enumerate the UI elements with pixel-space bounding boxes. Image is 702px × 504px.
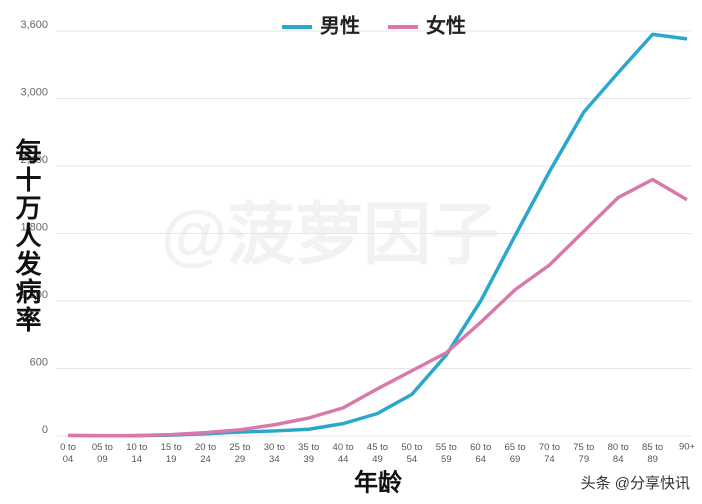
- x-tick-label: 85 to 89: [642, 442, 663, 465]
- x-tick-label: 75 to 79: [573, 442, 594, 465]
- credit: 头条 @分享快讯: [581, 475, 690, 492]
- y-axis-label: 每十万人发病率: [11, 138, 41, 334]
- x-tick-label: 30 to 34: [264, 442, 285, 465]
- x-tick-label: 25 to 29: [229, 442, 250, 465]
- x-tick-label: 55 to 59: [436, 442, 457, 465]
- y-tick-label: 3,600: [20, 19, 48, 31]
- x-tick-label: 90+: [679, 442, 696, 453]
- x-tick-label: 45 to 49: [367, 442, 388, 465]
- x-tick-label: 65 to 69: [504, 442, 525, 465]
- x-tick-label: 80 to 84: [608, 442, 629, 465]
- x-tick-label: 0 to 04: [60, 442, 76, 465]
- x-tick-label: 60 to 64: [470, 442, 491, 465]
- legend-label: 男性: [320, 14, 360, 37]
- x-tick-label: 40 to 44: [333, 442, 354, 465]
- x-tick-label: 50 to 54: [401, 442, 422, 465]
- x-tick-label: 35 to 39: [298, 442, 319, 465]
- x-tick-label: 10 to 14: [126, 442, 147, 465]
- y-tick-label: 3,000: [20, 86, 48, 98]
- x-tick-label: 15 to 19: [161, 442, 182, 465]
- y-tick-label: 0: [42, 424, 48, 436]
- legend-label: 女性: [426, 13, 466, 37]
- x-tick-label: 70 to 74: [539, 442, 560, 465]
- y-tick-label: 1,800: [20, 221, 48, 233]
- y-tick-label: 600: [30, 356, 48, 368]
- x-axis-label: 年龄: [354, 468, 403, 496]
- watermark: @菠萝因子: [161, 197, 499, 273]
- series-line: [67, 177, 688, 438]
- y-tick-label: 1,200: [20, 289, 48, 301]
- x-tick-label: 20 to 24: [195, 442, 216, 465]
- x-tick-label: 05 to 09: [92, 442, 113, 465]
- y-tick-label: 2,400: [20, 154, 48, 166]
